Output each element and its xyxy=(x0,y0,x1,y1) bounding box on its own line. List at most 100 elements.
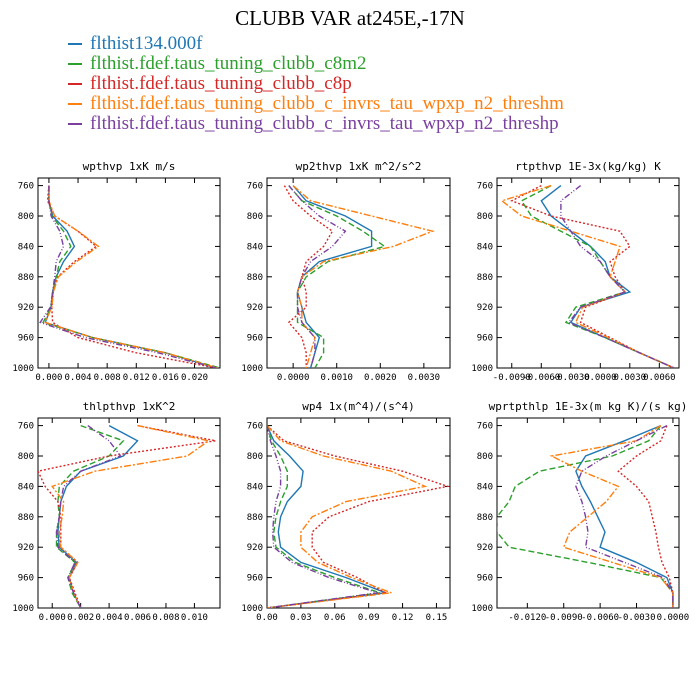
chart-title: wprtpthlp 1E-3x(m kg K)/(s kg) xyxy=(489,400,688,413)
x-tick-label: 0.0060 xyxy=(643,373,676,383)
plot-frame xyxy=(266,177,451,369)
chart-panel: wp2thvp 1xK m^2/s^2 760 800 840 880 920 960 100… xyxy=(241,160,451,383)
y-tick-label: 1000 xyxy=(12,364,34,374)
x-tick-label: 0.12 xyxy=(392,613,414,623)
series-line xyxy=(575,424,674,608)
y-tick-label: 840 xyxy=(477,242,493,252)
series-line xyxy=(55,425,122,608)
x-tick-label: 0.00 xyxy=(256,613,278,623)
y-tick-label: 960 xyxy=(18,334,34,344)
chart-panel: wprtpthlp 1E-3x(m kg K)/(s kg) 760 800 840 8… xyxy=(471,400,689,623)
chart-panel: thlpthvp 1xK^2 760 800 840 880 920 960 1000 0.00… xyxy=(12,400,221,623)
y-tick-label: 1000 xyxy=(12,604,34,614)
y-tick-label: 800 xyxy=(247,452,263,462)
y-tick-label: 760 xyxy=(18,422,34,432)
y-tick-label: 960 xyxy=(247,574,263,584)
y-tick-label: 920 xyxy=(477,543,493,553)
y-tick-label: 840 xyxy=(247,482,263,492)
series-line xyxy=(540,185,675,368)
x-tick-label: -0.0060 xyxy=(522,373,560,383)
y-tick-label: 920 xyxy=(18,303,34,313)
x-tick-label: -0.0120 xyxy=(508,613,546,623)
legend-label: flthist.fdef.taus_tuning_clubb_c_invrs_t… xyxy=(90,93,564,114)
series-line xyxy=(617,425,674,608)
series-line xyxy=(39,185,217,368)
x-tick-label: 0.0020 xyxy=(364,373,397,383)
y-tick-label: 920 xyxy=(247,543,263,553)
series-line xyxy=(292,185,435,368)
legend-swatch xyxy=(68,43,82,45)
series-line xyxy=(288,185,387,368)
y-tick-label: 800 xyxy=(477,212,493,222)
legend-label: flthist.fdef.taus_tuning_clubb_c_invrs_t… xyxy=(90,113,559,134)
series-line xyxy=(38,424,216,608)
chart-panel: wpthvp 1xK m/s76080084088092096010000.00… xyxy=(12,160,221,383)
x-tick-label: 0.0000 xyxy=(657,613,690,623)
y-tick-label: 1000 xyxy=(471,364,493,374)
x-tick-label: 0.15 xyxy=(426,613,448,623)
y-tick-label: 960 xyxy=(477,334,493,344)
y-tick-label: 920 xyxy=(247,303,263,313)
y-tick-label: 960 xyxy=(18,574,34,584)
chart-title: thlpthvp 1xK^2 xyxy=(83,400,176,413)
chart-title: rtpthvp 1E-3x(kg/kg) K xyxy=(515,160,661,173)
series-line xyxy=(575,424,674,608)
y-tick-label: 760 xyxy=(247,182,263,192)
series-line xyxy=(51,424,211,608)
legend-label: flthist.fdef.taus_tuning_clubb_c8p xyxy=(90,73,352,94)
y-tick-label: 880 xyxy=(18,513,34,523)
y-tick-label: 840 xyxy=(247,242,263,252)
x-tick-label: 0.016 xyxy=(152,373,179,383)
x-tick-label: 0.0000 xyxy=(277,373,310,383)
y-tick-label: 920 xyxy=(18,543,34,553)
y-tick-label: 800 xyxy=(247,212,263,222)
series-line xyxy=(283,185,334,368)
legend-swatch xyxy=(68,103,82,105)
y-tick-label: 920 xyxy=(477,303,493,313)
legend-item: flthist134.000f xyxy=(68,33,564,54)
x-tick-label: 0.008 xyxy=(94,373,121,383)
x-tick-label: 0.002 xyxy=(67,613,94,623)
x-tick-label: 0.09 xyxy=(358,613,380,623)
x-tick-label: 0.006 xyxy=(124,613,151,623)
x-tick-label: 0.0010 xyxy=(320,373,353,383)
page-title: CLUBB VAR at245E,-17N xyxy=(235,6,465,30)
x-tick-label: 0.0000 xyxy=(584,373,617,383)
legend-item: flthist.fdef.taus_tuning_clubb_c_invrs_t… xyxy=(68,113,564,134)
series-line xyxy=(549,425,674,608)
series-line xyxy=(46,185,217,368)
legend-swatch xyxy=(68,123,82,125)
y-tick-label: 840 xyxy=(18,482,34,492)
chart-title: wp4 1x(m^4)/(s^4) xyxy=(302,400,415,413)
series-line xyxy=(500,184,675,368)
y-tick-label: 1000 xyxy=(241,604,263,614)
y-tick-label: 880 xyxy=(247,273,263,283)
series-line xyxy=(288,185,347,368)
plot-frame xyxy=(496,417,680,609)
legend-label: flthist.fdef.taus_tuning_clubb_c8m2 xyxy=(90,53,367,74)
series-line xyxy=(44,185,218,368)
legend-item: flthist.fdef.taus_tuning_clubb_c_invrs_t… xyxy=(68,93,564,114)
y-tick-label: 960 xyxy=(477,574,493,584)
x-tick-label: 0.004 xyxy=(96,613,123,623)
legend-swatch xyxy=(68,83,82,85)
legend-item: flthist.fdef.taus_tuning_clubb_c8m2 xyxy=(68,53,564,74)
x-tick-label: 0.0030 xyxy=(614,373,647,383)
legend-swatch xyxy=(68,63,82,65)
plot-frame xyxy=(266,417,451,609)
chart-title: wpthvp 1xK m/s xyxy=(83,160,176,173)
x-tick-label: -0.0030 xyxy=(552,373,590,383)
series-line xyxy=(267,425,450,608)
y-tick-label: 960 xyxy=(247,334,263,344)
x-tick-label: 0.012 xyxy=(123,373,150,383)
y-tick-label: 840 xyxy=(18,242,34,252)
series-line xyxy=(267,425,386,608)
chart-panel: rtpthvp 1E-3x(kg/kg) K 760 800 840 880 920 960… xyxy=(471,160,680,383)
series-line xyxy=(55,424,125,608)
y-tick-label: 760 xyxy=(477,422,493,432)
x-tick-label: -0.0090 xyxy=(493,373,531,383)
series-line xyxy=(560,185,675,368)
plot-frame xyxy=(37,417,221,609)
y-tick-label: 1000 xyxy=(241,364,263,374)
